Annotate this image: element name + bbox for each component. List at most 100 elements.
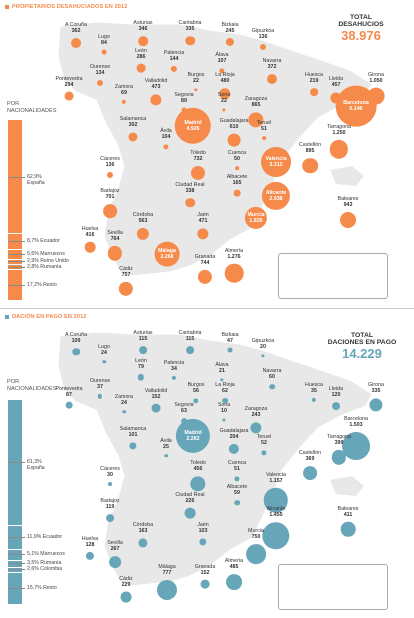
- province-value: 103: [198, 528, 208, 535]
- leader-line: [9, 284, 25, 286]
- province-dot: [64, 92, 74, 101]
- province-dot: [185, 197, 195, 208]
- province-name: Salamanca: [119, 116, 147, 122]
- province-name: Murcia: [248, 528, 264, 534]
- province-label: Álava 21: [215, 362, 228, 374]
- province-label: Baleares 411: [338, 506, 359, 518]
- province-dot: [250, 422, 262, 434]
- province-dot: [129, 441, 137, 450]
- province-dot: [261, 147, 291, 177]
- province-label: A Coruña 109: [65, 332, 87, 344]
- nationality-pct: 15,7%: [27, 585, 42, 591]
- province-name: Huelva: [81, 536, 99, 542]
- province-label: Albacete 165: [227, 174, 248, 186]
- nationality-name: Reino Unido: [40, 258, 69, 265]
- leader-line: [9, 588, 25, 589]
- province-label: Jaén 103: [197, 522, 209, 534]
- province-name: Ávila: [160, 438, 172, 444]
- spain-map-dacion: [57, 331, 373, 587]
- province-label: Girona 1.050: [368, 72, 384, 84]
- province-value: 20: [260, 344, 266, 351]
- province-label: Granada 152: [195, 564, 216, 576]
- province-value: 35: [311, 388, 317, 395]
- province-dot: [118, 281, 134, 297]
- province-label: Tarragona 399: [327, 434, 351, 446]
- province-value: 144: [169, 56, 179, 63]
- province-name: Álava: [215, 52, 229, 58]
- province-value: 294: [64, 82, 74, 89]
- province-name: Girona: [368, 382, 384, 388]
- province-name: Sevilla: [107, 540, 123, 546]
- province-name: Tarragona: [327, 434, 351, 440]
- province-dot: [262, 135, 266, 140]
- province-value: 79: [138, 364, 144, 371]
- province-value: 335: [185, 26, 195, 33]
- leader-line: [9, 240, 25, 242]
- province-value: 84: [101, 40, 107, 47]
- province-label: Guadalajara 204: [220, 428, 249, 440]
- province-dot: [171, 376, 177, 381]
- province-dot: [150, 93, 162, 106]
- province-name: Baleares: [337, 506, 359, 512]
- baleares-shape: [330, 476, 364, 496]
- province-name: Lugo: [98, 34, 110, 40]
- province-dot: [310, 88, 318, 96]
- province-dot: [151, 404, 161, 413]
- leader-line: [9, 261, 25, 263]
- province-name: Lugo: [98, 344, 110, 350]
- province-value: 120: [331, 392, 341, 399]
- province-label: Palencia 144: [164, 50, 184, 62]
- province-label: Ourense 37: [90, 378, 110, 390]
- province-dot: [109, 556, 121, 568]
- baleares-shape: [330, 166, 364, 186]
- province-value: 24: [101, 350, 107, 357]
- province-value: 229: [121, 582, 131, 589]
- province-value: 134: [95, 70, 105, 77]
- province-label: Cuenca 51: [228, 460, 246, 472]
- province-label: Zamora 24: [115, 394, 133, 406]
- province-dot: [262, 521, 290, 550]
- province-name: Cáceres: [100, 156, 120, 162]
- province-label: Asturias 115: [133, 330, 152, 342]
- province-value: 563: [138, 218, 148, 225]
- province-name: Baleares: [337, 196, 359, 202]
- province-value: 732: [193, 156, 203, 163]
- province-name: Zaragoza: [244, 96, 268, 102]
- province-name: Cuenca: [227, 460, 247, 466]
- spain-map-evictions: [57, 21, 373, 277]
- province-dot: [266, 73, 278, 85]
- province-value: 226: [185, 498, 195, 505]
- province-label: Castellón 895: [299, 142, 321, 154]
- province-name: Cuenca: [227, 150, 247, 156]
- province-value: 750: [251, 534, 261, 541]
- province-label: Girona 335: [368, 382, 384, 394]
- province-name: Pontevedra: [55, 76, 83, 82]
- province-value: 1.826: [249, 218, 263, 224]
- province-value: 243: [251, 412, 261, 419]
- province-dot: [340, 211, 356, 228]
- province-value: 115: [138, 336, 148, 343]
- province-value: 267: [110, 546, 120, 553]
- province-dot: [234, 499, 240, 506]
- province-name: Cádiz: [119, 266, 133, 272]
- nationality-pct: 5,1%: [27, 551, 39, 558]
- province-value: 1.050: [369, 78, 383, 85]
- province-name: Alicante: [265, 190, 287, 196]
- bar-divider: [8, 524, 22, 526]
- total-box: TOTAL DESAHUCIOS 38.976: [330, 14, 392, 43]
- province-value: 89: [181, 98, 187, 105]
- province-label: Gipuzkoa 136: [252, 28, 274, 40]
- province-dot: [138, 35, 148, 46]
- province-dot: [220, 377, 224, 382]
- province-value: 1.157: [269, 478, 283, 485]
- province-dot: [302, 157, 318, 174]
- province-value: 59: [234, 490, 240, 497]
- province-label: Bizkaia 47: [221, 332, 238, 344]
- nationality-bar-label: 8,7% Ecuador: [9, 238, 60, 244]
- province-name: Teruel: [256, 434, 272, 440]
- leader-line: [9, 563, 25, 565]
- province-value: 338: [185, 188, 195, 195]
- province-dot: [269, 384, 275, 390]
- province-name: Navarra: [262, 368, 282, 374]
- nationality-name: España: [27, 465, 45, 472]
